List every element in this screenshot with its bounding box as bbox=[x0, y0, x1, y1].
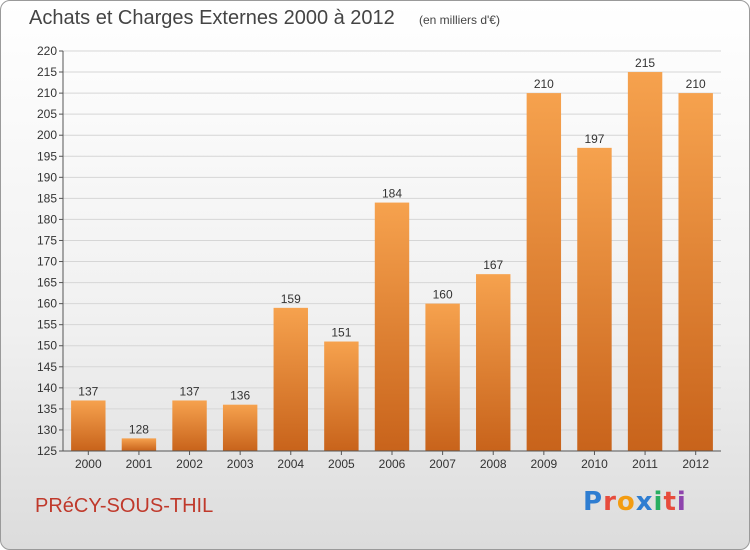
bar-2004 bbox=[273, 307, 308, 451]
y-tick-label: 160 bbox=[37, 297, 57, 311]
x-tick-label: 2003 bbox=[227, 457, 254, 471]
logo-letter: t bbox=[663, 487, 677, 517]
axes: 125 130 135 140 145 150 155 160 165 170 175 180 185 1… bbox=[37, 44, 721, 471]
y-tick-label: 150 bbox=[37, 339, 57, 353]
data-label: 197 bbox=[584, 132, 604, 146]
logo-letter: i bbox=[653, 487, 664, 517]
x-tick-label: 2008 bbox=[480, 457, 507, 471]
x-tick-label: 2004 bbox=[277, 457, 304, 471]
bar-2011 bbox=[627, 72, 663, 451]
x-tick-label: 2011 bbox=[632, 457, 658, 471]
data-label: 160 bbox=[433, 288, 453, 302]
y-tick-label: 155 bbox=[37, 318, 57, 332]
data-label: 184 bbox=[382, 187, 402, 201]
logo-letter: x bbox=[635, 487, 654, 517]
data-label: 137 bbox=[180, 384, 200, 398]
y-tick-label: 135 bbox=[37, 402, 57, 416]
bar-2010 bbox=[577, 147, 612, 451]
logo-letter: P bbox=[583, 487, 604, 517]
x-tick-label: 2000 bbox=[75, 457, 102, 471]
data-label: 128 bbox=[129, 422, 149, 436]
y-tick-label: 215 bbox=[37, 65, 57, 79]
chart-title: Achats et Charges Externes 2000 à 2012 bbox=[29, 7, 395, 29]
y-tick-label: 175 bbox=[37, 233, 57, 247]
bar-2009 bbox=[526, 93, 562, 452]
y-tick-label: 210 bbox=[37, 86, 57, 100]
bar-2012 bbox=[678, 93, 713, 452]
data-label: 167 bbox=[483, 258, 503, 272]
logo-letter: i bbox=[676, 487, 687, 517]
y-tick-label: 195 bbox=[37, 149, 57, 163]
data-label: 210 bbox=[686, 77, 706, 91]
y-tick-label: 125 bbox=[37, 444, 57, 458]
y-tick-label: 185 bbox=[37, 191, 57, 205]
bar-2008 bbox=[476, 274, 511, 451]
data-label: 210 bbox=[534, 77, 554, 91]
logo-letter: r bbox=[603, 487, 617, 517]
x-tick-label: 2007 bbox=[429, 457, 456, 471]
x-tick-label: 2001 bbox=[126, 457, 153, 471]
bar-2006 bbox=[374, 202, 410, 451]
y-tick-label: 145 bbox=[37, 360, 57, 374]
data-label: 136 bbox=[230, 389, 250, 403]
x-tick-label: 2005 bbox=[328, 457, 355, 471]
bar-2001 bbox=[121, 438, 157, 451]
x-tick-label: 2002 bbox=[176, 457, 203, 471]
data-label: 151 bbox=[331, 326, 351, 340]
y-tick-label: 190 bbox=[37, 170, 57, 184]
y-tick-label: 205 bbox=[37, 107, 57, 121]
proxiti-logo[interactable]: Proxiti bbox=[583, 487, 687, 517]
bar-2003 bbox=[222, 404, 258, 451]
bars: 137 128 137 136 159 151 184 160 167 210 197 215 210 bbox=[71, 56, 713, 452]
data-label: 159 bbox=[281, 292, 301, 306]
bar-2002 bbox=[172, 400, 207, 451]
data-label: 137 bbox=[78, 384, 98, 398]
bar-2005 bbox=[324, 341, 359, 451]
y-tick-label: 180 bbox=[37, 212, 57, 226]
y-tick-label: 200 bbox=[37, 128, 57, 142]
x-tick-label: 2010 bbox=[581, 457, 608, 471]
x-tick-label: 2009 bbox=[530, 457, 557, 471]
bar-2000 bbox=[71, 400, 106, 451]
chart-subtitle: (en milliers d'€) bbox=[419, 13, 500, 27]
commune-name: PRéCY-SOUS-THIL bbox=[35, 495, 214, 517]
x-tick-label: 2006 bbox=[379, 457, 406, 471]
data-label: 215 bbox=[635, 56, 655, 70]
y-tick-label: 165 bbox=[37, 276, 57, 290]
y-tick-label: 130 bbox=[37, 423, 57, 437]
y-tick-label: 220 bbox=[37, 44, 57, 58]
bar-2007 bbox=[425, 303, 460, 451]
y-tick-label: 140 bbox=[37, 381, 57, 395]
y-tick-label: 170 bbox=[37, 255, 57, 269]
logo-letter: o bbox=[616, 487, 636, 517]
x-tick-label: 2012 bbox=[682, 457, 709, 471]
